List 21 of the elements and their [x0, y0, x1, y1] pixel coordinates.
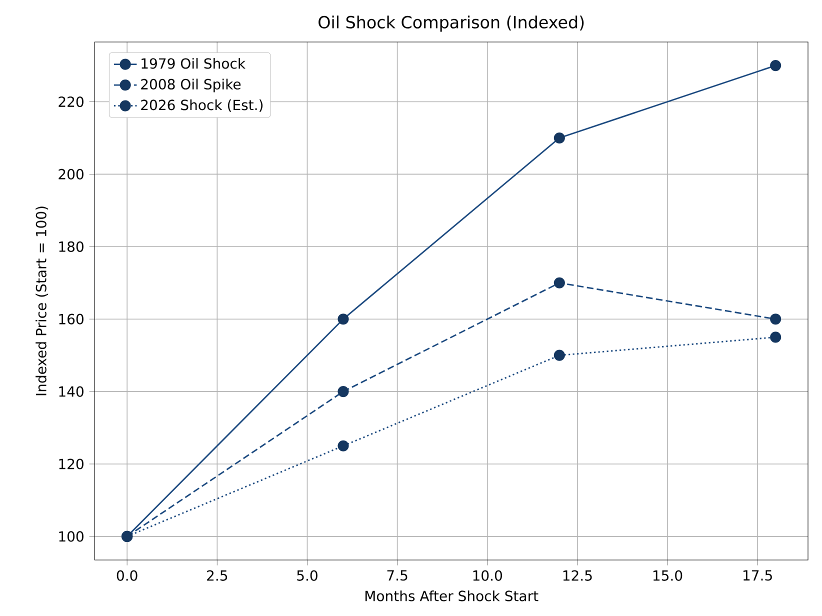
- chart-title: Oil Shock Comparison (Indexed): [318, 16, 584, 32]
- y-tick-label: 140: [59, 386, 84, 397]
- x-tick-label: 0.0: [116, 570, 138, 581]
- y-tick-label: 200: [58, 168, 84, 180]
- y-tick-label: 100: [59, 531, 84, 542]
- y-tick-label: 180: [59, 241, 84, 252]
- x-tick-label: 2.5: [207, 570, 228, 581]
- x-axis-title: Months After Shock Start: [365, 590, 538, 602]
- legend-label: 2008 Oil Spike: [141, 78, 241, 92]
- x-tick-label: 10.0: [473, 570, 502, 581]
- y-tick-label: 160: [59, 314, 84, 324]
- y-tick-label: 220: [58, 96, 84, 108]
- x-tick-label: 5.0: [297, 570, 318, 581]
- x-tick-label: 7.5: [387, 570, 408, 581]
- x-tick-label: 17.5: [744, 570, 772, 581]
- x-tick-label: 12.5: [563, 570, 592, 581]
- x-tick-label: 15.0: [653, 570, 682, 581]
- legend-label: 1979 Oil Shock: [142, 58, 246, 69]
- legend-label: 2026 Shock (Est.): [141, 99, 263, 112]
- y-tick-label: 120: [59, 458, 84, 470]
- y-axis-title: Indexed Price (Start = 100): [36, 206, 48, 396]
